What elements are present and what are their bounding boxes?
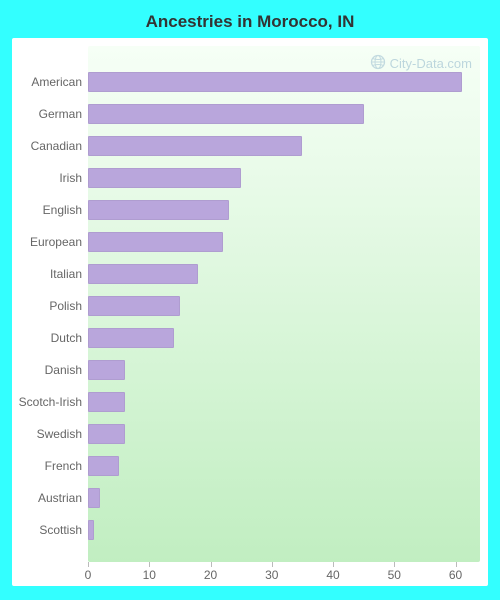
- y-axis-label: Italian: [50, 267, 82, 281]
- watermark: City-Data.com: [370, 54, 472, 73]
- y-axis-label: Polish: [49, 299, 82, 313]
- bar: [88, 424, 125, 444]
- bar: [88, 360, 125, 380]
- x-axis-label: 10: [143, 568, 156, 582]
- x-tick: [394, 562, 395, 567]
- y-axis-label: Irish: [59, 171, 82, 185]
- x-axis-label: 50: [388, 568, 401, 582]
- y-axis-label: Scottish: [39, 523, 82, 537]
- bar: [88, 456, 119, 476]
- bar: [88, 520, 94, 540]
- plot-wrap: City-Data.com American German Canadian Iris…: [12, 38, 488, 586]
- x-axis-label: 60: [449, 568, 462, 582]
- plot-area: [88, 46, 480, 562]
- bar: [88, 168, 241, 188]
- x-axis-label: 30: [265, 568, 278, 582]
- x-tick: [211, 562, 212, 567]
- x-tick: [333, 562, 334, 567]
- x-tick: [149, 562, 150, 567]
- x-axis-label: 40: [326, 568, 339, 582]
- y-axis-label: Dutch: [51, 331, 82, 345]
- y-axis-label: German: [39, 107, 82, 121]
- y-axis-label: Swedish: [37, 427, 82, 441]
- y-axis-label: Danish: [45, 363, 82, 377]
- globe-icon: [370, 54, 386, 73]
- x-tick: [456, 562, 457, 567]
- bar: [88, 488, 100, 508]
- bar: [88, 264, 198, 284]
- bar: [88, 296, 180, 316]
- bar: [88, 104, 364, 124]
- watermark-text: City-Data.com: [390, 56, 472, 71]
- y-axis-label: English: [43, 203, 82, 217]
- y-labels-layer: American German Canadian Irish English Europe…: [12, 46, 88, 562]
- y-axis-label: Austrian: [38, 491, 82, 505]
- bar: [88, 72, 462, 92]
- x-axis-label: 0: [85, 568, 92, 582]
- y-axis-label: European: [30, 235, 82, 249]
- bar: [88, 328, 174, 348]
- bar: [88, 136, 302, 156]
- bar: [88, 232, 223, 252]
- bars-layer: [88, 46, 480, 562]
- y-axis-label: Scotch-Irish: [19, 395, 82, 409]
- y-axis-label: French: [45, 459, 82, 473]
- y-axis-label: Canadian: [31, 139, 82, 153]
- y-axis-label: American: [31, 75, 82, 89]
- x-tick: [88, 562, 89, 567]
- x-tick: [272, 562, 273, 567]
- chart-title: Ancestries in Morocco, IN: [12, 12, 488, 32]
- bar: [88, 392, 125, 412]
- x-axis-label: 20: [204, 568, 217, 582]
- page-root: Ancestries in Morocco, IN City-Data.com …: [0, 0, 500, 600]
- bar: [88, 200, 229, 220]
